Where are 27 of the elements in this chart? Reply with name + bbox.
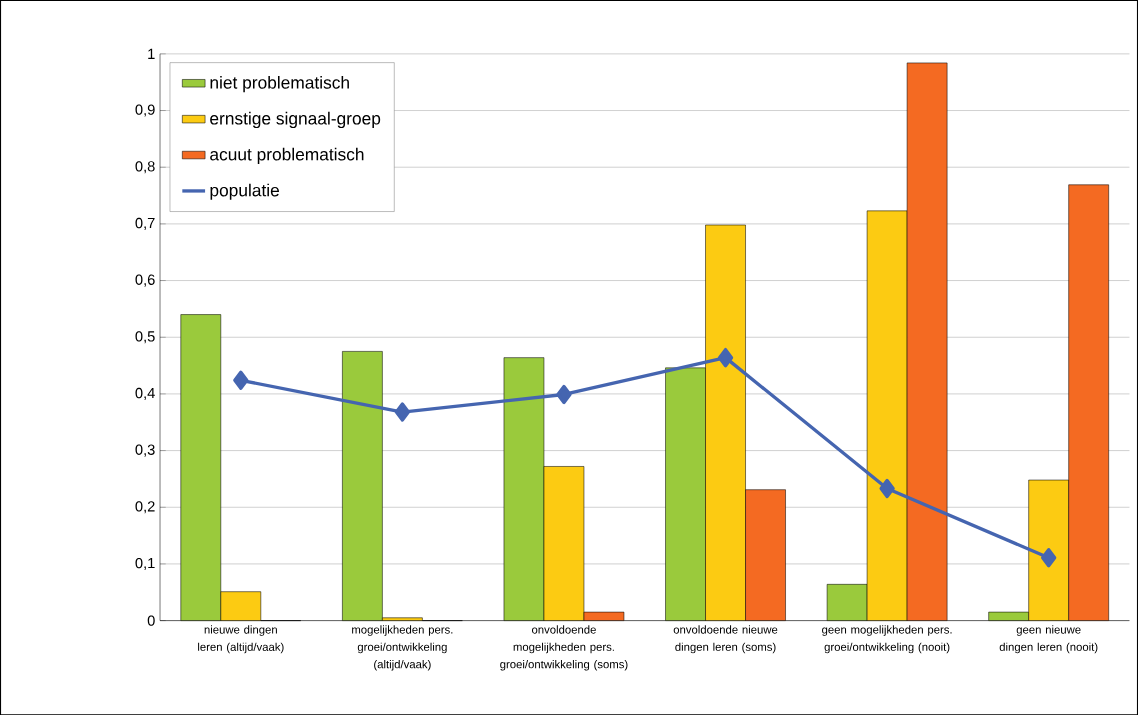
point	[1041, 547, 1057, 568]
y-tick-label: 0,2	[135, 501, 155, 514]
y-tick-label: 0	[147, 615, 155, 626]
y-tick-label: 0,6	[135, 274, 155, 287]
x-tick-label: mogelijkheden pers. groei/ontwikkeling (altijd/vaak)	[352, 625, 453, 671]
point	[879, 478, 895, 499]
x-tick-label: nieuwe dingen leren (altijd/vaak)	[198, 625, 284, 654]
point	[233, 370, 249, 390]
point	[556, 384, 572, 405]
legend-label: acuut problematisch	[210, 147, 364, 164]
y-tick-label: 0,5	[135, 331, 155, 344]
x-tick-label: geen mogelijkheden pers. groei/ontwikkeling (nooit)	[822, 625, 952, 654]
x-tick-label: geen nieuwe dingen leren (nooit)	[999, 625, 1098, 654]
y-tick-label: 1	[148, 48, 155, 59]
legend-label: niet problematisch	[210, 75, 349, 92]
y-tick-label: 0,1	[135, 557, 155, 570]
point	[394, 402, 411, 422]
x-tick-label: onvoldoende mogelijkheden pers. groei/ontwikkeling (soms)	[500, 625, 628, 671]
point	[717, 347, 734, 368]
y-tick-label: 0,3	[135, 444, 155, 457]
y-tick-label: 0,8	[135, 161, 155, 174]
legend-label: populatie	[210, 183, 279, 200]
y-tick-label: 0,9	[135, 104, 155, 117]
x-tick-label: onvoldoende nieuwe dingen leren (soms)	[673, 625, 778, 654]
y-tick-label: 0,4	[135, 387, 155, 400]
legend-label: ernstige signaal-groep	[210, 111, 381, 128]
y-tick-label: 0,7	[135, 217, 155, 230]
